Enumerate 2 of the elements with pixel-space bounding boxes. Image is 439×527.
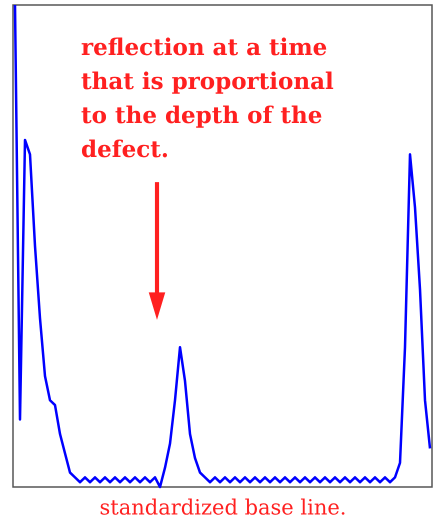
- x-axis-title: standardized base line.: [100, 496, 346, 520]
- text: reflection at a time that is proportional to the depth of the defect.: [81, 34, 334, 163]
